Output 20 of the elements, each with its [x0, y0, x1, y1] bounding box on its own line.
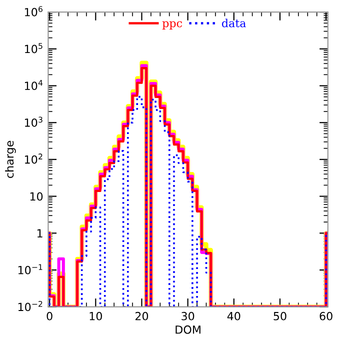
y-tick-label: 10$^{6}$ — [24, 6, 42, 16]
x-tick-label: 50 — [274, 312, 286, 320]
x-tick-label: 10 — [90, 312, 102, 320]
x-tick-label: 40 — [227, 312, 240, 320]
y-tick-label: 1 — [37, 229, 42, 238]
y-tick-label: 10$^{3}$ — [24, 116, 42, 127]
legend-label: data — [222, 18, 246, 28]
y-axis-title: charge — [5, 140, 16, 178]
y-tick-label: 10$^{5}$ — [24, 43, 42, 54]
x-tick-label: 0 — [46, 312, 52, 320]
x-tick-label: 20 — [135, 312, 148, 320]
y-tick-label: 10$^{2}$ — [24, 154, 42, 164]
x-tick-label: 60 — [320, 312, 332, 320]
y-tick-label: 10$^{−2}$ — [18, 300, 42, 312]
x-axis-title: DOM — [176, 325, 200, 334]
y-tick-label: 10$^{4}$ — [24, 80, 43, 90]
y-tick-label: 10$^{−1}$ — [18, 264, 42, 274]
y-tick-label: 10 — [30, 192, 43, 201]
legend-label: ppc — [162, 21, 182, 30]
x-tick-label: 30 — [182, 312, 194, 320]
